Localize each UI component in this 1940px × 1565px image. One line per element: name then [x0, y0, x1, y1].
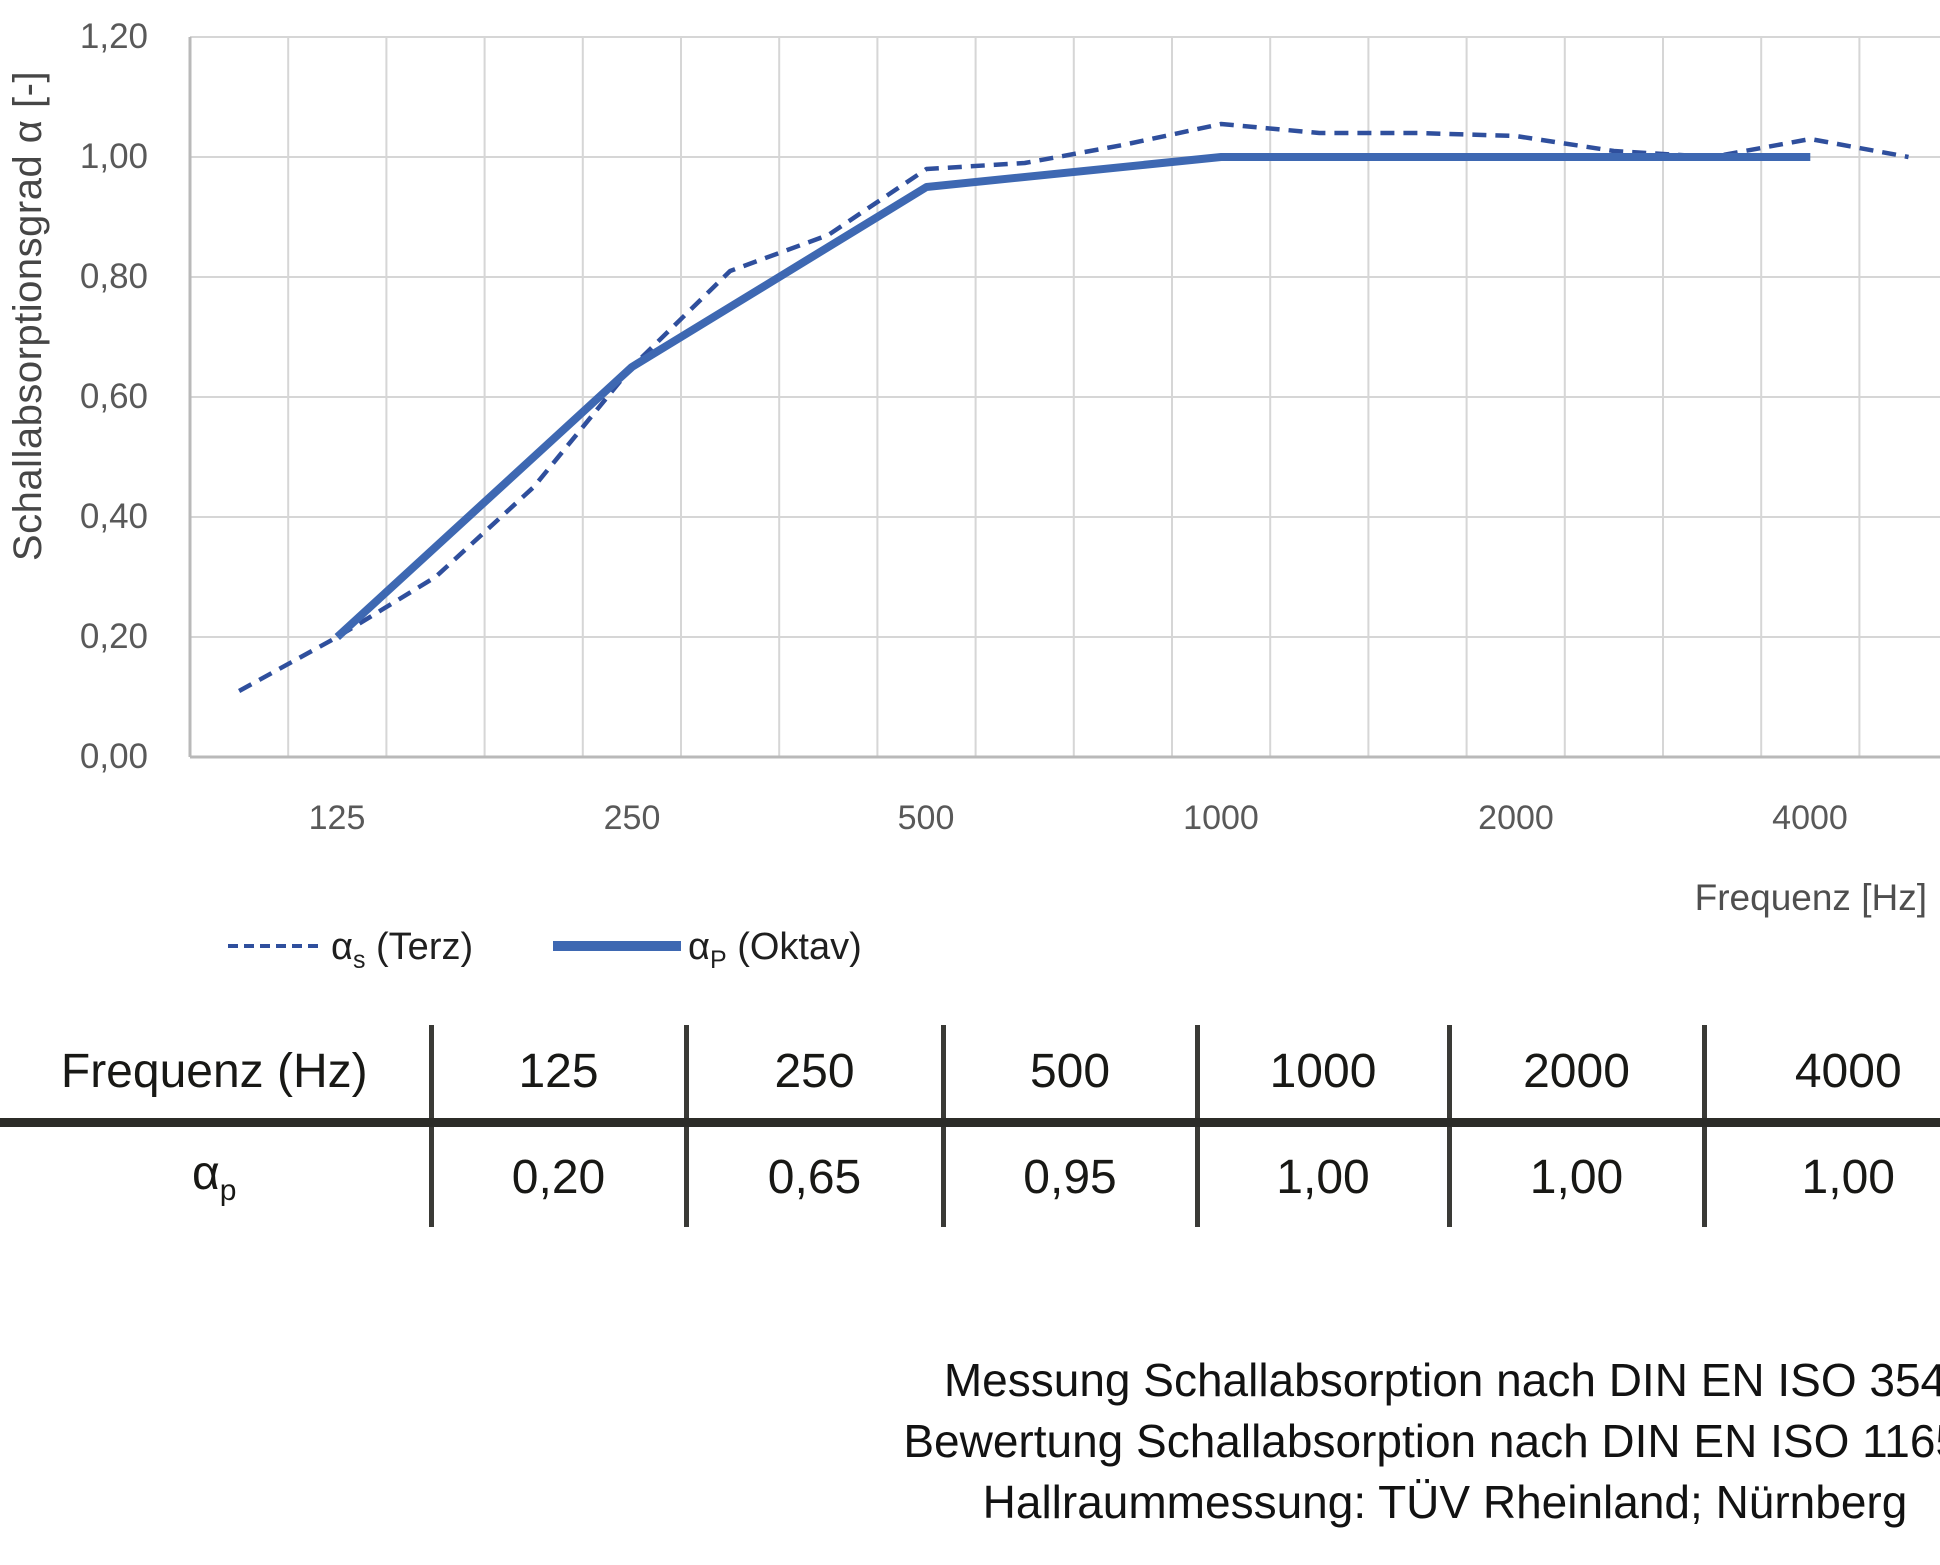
table-cell: 1,00: [1197, 1122, 1452, 1227]
x-tick-label: 500: [897, 799, 955, 837]
table-value-row: αp 0,20 0,65 0,95 1,00 1,00 1,00: [0, 1122, 1940, 1227]
table-header-frequency: Frequenz (Hz): [0, 1025, 434, 1127]
table-header-4000: 4000: [1704, 1025, 1940, 1127]
x-tick-label: 250: [603, 799, 661, 837]
table-row-label-alpha-p: αp: [0, 1122, 434, 1227]
series-oktav-solid-line: [334, 153, 1811, 640]
table-header-1000: 1000: [1197, 1025, 1452, 1127]
table-header-250: 250: [686, 1025, 946, 1127]
footer-line-rating: Bewertung Schallabsorption nach DIN EN I…: [903, 1415, 1940, 1467]
y-tick-label: 0,40: [79, 497, 148, 536]
chart-plot-area: [188, 36, 1940, 759]
y-tick-label: 0,80: [79, 257, 148, 296]
table-header-2000: 2000: [1449, 1025, 1707, 1127]
y-tick-label: 1,20: [79, 17, 148, 56]
x-tick-label: 2000: [1478, 799, 1554, 837]
x-axis-title: Frequenz [Hz]: [1694, 877, 1927, 918]
legend-oktav-label: αP (Oktav): [688, 926, 862, 974]
y-tick-label: 0,00: [79, 737, 148, 776]
table-header-125: 125: [431, 1025, 689, 1127]
table-header-500: 500: [943, 1025, 1200, 1127]
y-tick-label: 0,60: [79, 377, 148, 416]
legend-terz-dashed-line-swatch: [228, 944, 323, 948]
y-tick-label: 1,00: [79, 137, 148, 176]
chart-section: Schallabsorptionsgrad α [-] 1,20 1,00 0,…: [6, 17, 1940, 974]
footer-line-measurement: Messung Schallabsorption nach DIN EN ISO…: [943, 1354, 1940, 1406]
table-cell: 0,20: [431, 1122, 689, 1227]
table-cell: 1,00: [1801, 1150, 1895, 1204]
frequency-table: Frequenz (Hz) 125 250 500 1000 2000 4000…: [0, 1025, 1940, 1227]
legend-terz-label: αs (Terz): [331, 926, 474, 974]
table-cell: 0,95: [943, 1122, 1200, 1227]
series-terz-dashed-line: [238, 121, 1909, 693]
x-tick-label: 125: [308, 799, 366, 837]
x-tick-label: 4000: [1772, 799, 1848, 837]
footer-line-lab: Hallraummessung: TÜV Rheinland; Nürnberg: [982, 1476, 1908, 1528]
footer-note: Messung Schallabsorption nach DIN EN ISO…: [795, 1350, 1940, 1533]
y-tick-label: 0,20: [79, 617, 148, 656]
table-header-row: Frequenz (Hz) 125 250 500 1000 2000 4000: [0, 1025, 1940, 1127]
table-cell: 1,00: [1449, 1122, 1707, 1227]
table-cell: 0,65: [686, 1122, 946, 1227]
legend-oktav-solid-line-swatch: [553, 941, 681, 951]
x-tick-label: 1000: [1183, 799, 1259, 837]
